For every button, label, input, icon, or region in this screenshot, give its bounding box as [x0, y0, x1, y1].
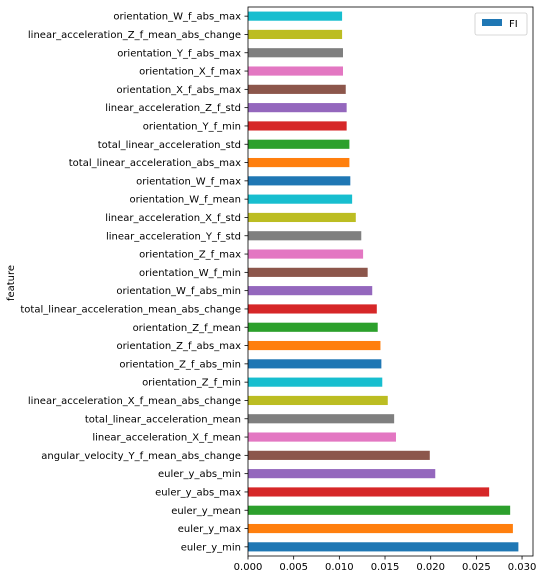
x-ticks-group: 0.000 0.005 0.010 0.015 0.020 0.025 0.030 [234, 556, 537, 573]
x-tick-label: 0.010 [325, 562, 354, 573]
bar-euler_y_mean [248, 505, 511, 515]
bar-euler_y_min [248, 542, 519, 552]
y-tick-label: total_linear_acceleration_std [98, 140, 241, 151]
bar-euler_y_abs_min [248, 469, 436, 479]
y-tick-label: linear_acceleration_Y_f_std [106, 231, 241, 242]
y-tick-label: orientation_W_f_min [139, 268, 241, 279]
bar-linear_acceleration_X_f_mean [248, 432, 396, 442]
y-tick-label: orientation_Z_f_abs_min [119, 359, 241, 370]
x-tick-label: 0.000 [234, 562, 263, 573]
y-tick-label: euler_y_abs_min [158, 469, 241, 480]
legend: FI [474, 12, 528, 36]
bar-orientation_Z_f_abs_max [248, 340, 381, 351]
bar-orientation_Y_f_min [248, 121, 347, 131]
bar-orientation_W_f_mean [248, 194, 353, 204]
bar-orientation_Y_f_abs_max [248, 48, 343, 58]
y-tick-label: euler_y_min [181, 542, 241, 553]
bar-total_linear_acceleration_std [248, 139, 350, 149]
y-tick-label: linear_acceleration_Z_f_mean_abs_change [28, 30, 241, 41]
x-tick-label: 0.020 [416, 562, 445, 573]
y-tick-label: euler_y_abs_max [155, 487, 241, 498]
bar-orientation_X_f_max [248, 66, 343, 76]
y-tick-label: orientation_Y_f_min [143, 121, 241, 132]
bar-linear_acceleration_Z_f_std [248, 103, 347, 113]
bar-orientation_Z_f_max [248, 249, 364, 259]
bar-total_linear_acceleration_mean_abs_change [248, 304, 377, 314]
bar-euler_y_max [248, 523, 513, 534]
bar-orientation_W_f_abs_max [248, 11, 343, 21]
y-tick-label: linear_acceleration_X_f_std [105, 213, 241, 224]
x-tick-label: 0.030 [508, 562, 537, 573]
bar-total_linear_acceleration_abs_max [248, 157, 350, 168]
y-tick-label: orientation_Z_f_mean [133, 323, 241, 334]
bar-total_linear_acceleration_mean [248, 414, 395, 424]
y-tick-label: euler_y_max [178, 524, 241, 535]
bar-orientation_W_f_min [248, 267, 368, 277]
legend-label: FI [509, 19, 518, 30]
y-tick-label: angular_velocity_Y_f_mean_abs_change [41, 451, 241, 462]
y-tick-label: orientation_W_f_mean [130, 195, 241, 206]
plot-frame [247, 6, 534, 557]
bar-linear_acceleration_X_f_mean_abs_change [248, 395, 388, 406]
bar-euler_y_abs_max [248, 487, 490, 497]
y-tick-label: euler_y_mean [171, 506, 241, 517]
y-axis-label: feature [6, 265, 17, 301]
bars-group [248, 11, 519, 552]
bar-linear_acceleration_Z_f_mean_abs_change [248, 29, 343, 40]
x-tick-label: 0.015 [371, 562, 400, 573]
y-tick-label: orientation_X_f_max [139, 67, 241, 78]
bar-orientation_Z_f_mean [248, 322, 378, 332]
y-tick-label: linear_acceleration_X_f_mean_abs_change [28, 396, 241, 407]
bar-orientation_X_f_abs_max [248, 84, 346, 94]
y-tick-label: orientation_W_f_abs_min [116, 286, 241, 297]
y-tick-label: total_linear_acceleration_mean [85, 414, 241, 425]
y-tick-label: orientation_Z_f_min [142, 378, 241, 389]
x-tick-label: 0.025 [462, 562, 491, 573]
bar-orientation_Z_f_min [248, 377, 383, 387]
bar-linear_acceleration_Y_f_std [248, 231, 362, 241]
bar-orientation_W_f_abs_min [248, 286, 373, 296]
y-tick-label: linear_acceleration_X_f_mean [92, 433, 241, 444]
y-tick-label: orientation_Z_f_max [139, 250, 241, 261]
y-tick-label: orientation_W_f_max [136, 176, 241, 187]
bar-angular_velocity_Y_f_mean_abs_change [248, 450, 430, 460]
legend-swatch [482, 19, 502, 26]
y-tick-label: linear_acceleration_Z_f_std [105, 103, 241, 114]
bar-orientation_Z_f_abs_min [248, 359, 382, 369]
bar-linear_acceleration_X_f_std [248, 212, 356, 223]
y-ticks-group: euler_y_min euler_y_max euler_y_mean euler_… [20, 12, 248, 553]
y-tick-label: orientation_X_f_abs_max [116, 85, 241, 96]
x-tick-label: 0.005 [279, 562, 308, 573]
y-tick-label: orientation_Z_f_abs_max [116, 341, 241, 352]
bar-orientation_W_f_max [248, 176, 351, 186]
y-tick-label: total_linear_acceleration_abs_max [69, 158, 241, 169]
y-tick-label: orientation_Y_f_abs_max [117, 48, 241, 59]
y-tick-label: total_linear_acceleration_mean_abs_chang… [20, 304, 241, 315]
y-tick-label: orientation_W_f_abs_max [113, 12, 241, 23]
